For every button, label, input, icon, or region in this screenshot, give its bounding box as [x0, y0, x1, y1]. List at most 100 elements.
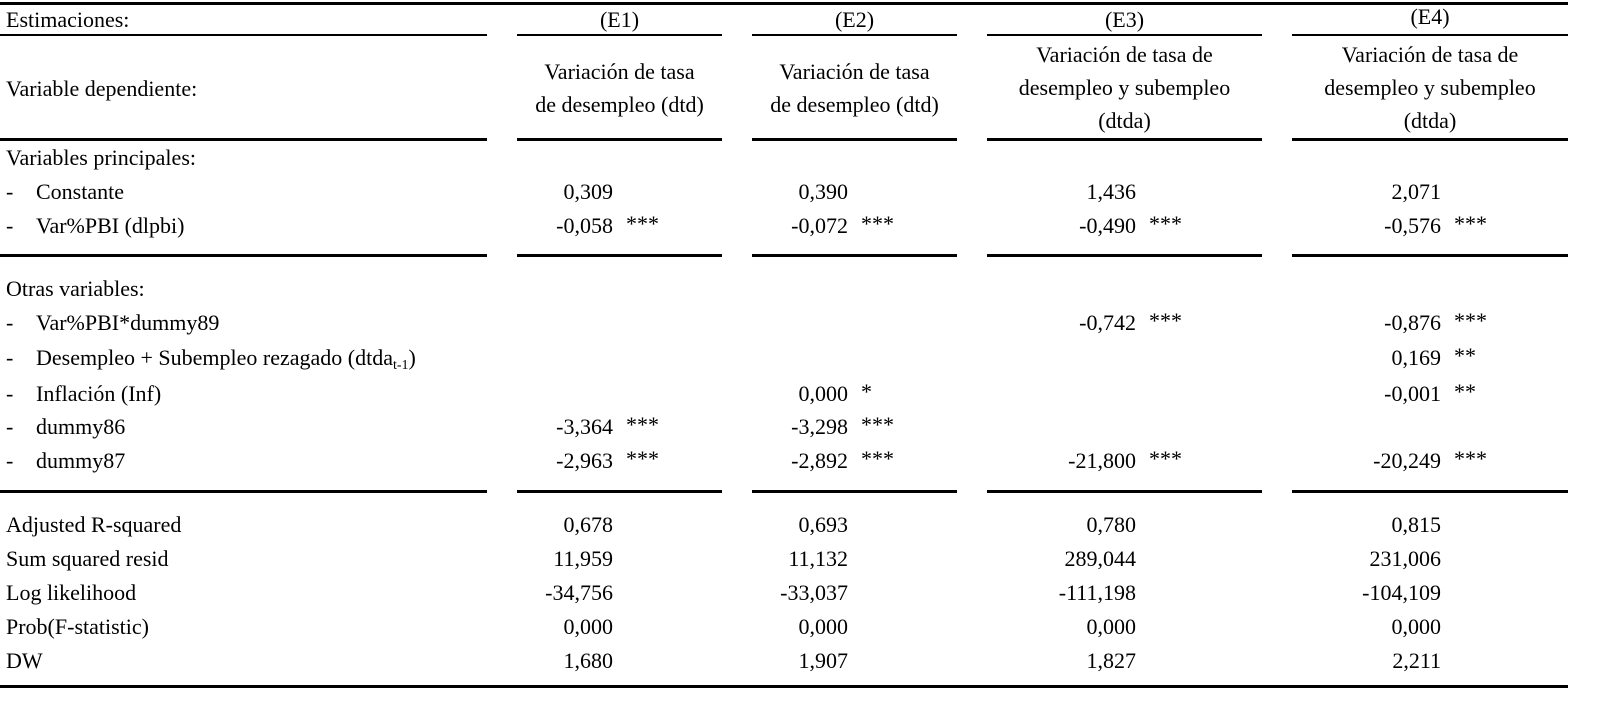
value-varpbi-e2: -0,072 — [791, 213, 848, 238]
row-dash: - — [6, 381, 14, 406]
value-dummy86-e2: -3,298 — [791, 414, 848, 439]
value-dummy87-e3: -21,800 — [1068, 448, 1136, 473]
dependent-e4-line1: Variación de tasa de — [1341, 42, 1519, 67]
estimaciones-label: Estimaciones: — [6, 7, 130, 32]
rule-dep-label — [0, 138, 487, 141]
stat-label-probf: Prob(F-statistic) — [6, 614, 149, 639]
dependent-e1-line2: de desempleo (dtd) — [535, 92, 704, 117]
value-varpbi-e1: -0,058 — [556, 213, 613, 238]
stars-varpbi-e1: *** — [626, 211, 659, 236]
value-inflacion-e4: -0,001 — [1384, 381, 1441, 406]
stat-ssr-e3: 289,044 — [1064, 546, 1137, 571]
dependent-e3-line1: Variación de tasa de — [1036, 42, 1213, 67]
stars-varpbi-dummy89-e4: *** — [1454, 308, 1487, 333]
stars-varpbi-e2: *** — [861, 211, 894, 236]
value-rezagado-e4: 0,169 — [1391, 345, 1442, 370]
stars-dummy86-e2: *** — [861, 412, 894, 437]
stars-inflacion-e2: * — [861, 379, 872, 404]
rule-other-label — [0, 490, 487, 493]
value-dummy86-e1: -3,364 — [556, 414, 613, 439]
rule-other-e3 — [987, 490, 1262, 493]
row-dash: - — [6, 448, 14, 473]
stat-label-ssr: Sum squared resid — [6, 546, 169, 571]
stat-label-adj-r2: Adjusted R-squared — [6, 512, 182, 537]
value-inflacion-e2: 0,000 — [798, 381, 849, 406]
rule-main-e3 — [987, 254, 1262, 257]
stat-ssr-e4: 231,006 — [1369, 546, 1442, 571]
column-header-e4: (E4) — [1410, 4, 1450, 29]
value-dummy87-e1: -2,963 — [556, 448, 613, 473]
rezagado-label-text: Desempleo + Subempleo rezagado (dtda — [36, 345, 393, 370]
dependent-e3-line3: (dtda) — [1098, 108, 1151, 133]
stat-label-loglik: Log likelihood — [6, 580, 137, 605]
row-dash: - — [6, 345, 14, 370]
stat-loglik-e1: -34,756 — [545, 580, 613, 605]
value-constante-e1: 0,309 — [563, 179, 614, 204]
stars-varpbi-e4: *** — [1454, 211, 1487, 236]
value-varpbi-dummy89-e4: -0,876 — [1384, 310, 1441, 335]
value-dummy87-e4: -20,249 — [1373, 448, 1441, 473]
stat-dw-e2: 1,907 — [798, 648, 849, 673]
rule-other-e2 — [752, 490, 957, 493]
rule-top — [0, 2, 1568, 5]
value-constante-e4: 2,071 — [1391, 179, 1442, 204]
row-label-rezagado: Desempleo + Subempleo rezagado (dtdat-1) — [36, 345, 416, 373]
row-dash: - — [6, 414, 14, 439]
stars-rezagado-e4: ** — [1454, 343, 1476, 368]
stat-probf-e2: 0,000 — [798, 614, 849, 639]
stat-probf-e1: 0,000 — [563, 614, 614, 639]
value-varpbi-e3: -0,490 — [1079, 213, 1136, 238]
stars-dummy87-e2: *** — [861, 446, 894, 471]
stat-adj-r2-e3: 0,780 — [1086, 512, 1137, 537]
stat-adj-r2-e4: 0,815 — [1391, 512, 1442, 537]
stars-dummy87-e3: *** — [1149, 446, 1182, 471]
stars-dummy86-e1: *** — [626, 412, 659, 437]
dependent-e4-line3: (dtda) — [1403, 108, 1457, 133]
row-dash: - — [6, 310, 14, 335]
row-label-dummy86: dummy86 — [36, 414, 126, 439]
row-label-inflacion: Inflación (Inf) — [36, 381, 162, 406]
rule-dep-e4 — [1292, 138, 1568, 141]
row-label-varpbi-dummy89: Var%PBI*dummy89 — [36, 310, 220, 335]
row-dash: - — [6, 213, 14, 238]
rule-dep-e1 — [517, 138, 722, 141]
column-header-e1: (E1) — [599, 7, 640, 32]
stars-dummy87-e1: *** — [626, 446, 659, 471]
rule-header-e3 — [987, 34, 1262, 36]
rezagado-label-end: ) — [408, 345, 416, 370]
row-label-dummy87: dummy87 — [36, 448, 126, 473]
row-label-varpbi: Var%PBI (dlpbi) — [36, 213, 185, 238]
rule-header-e4 — [1292, 34, 1568, 36]
stars-inflacion-e4: ** — [1454, 379, 1476, 404]
value-constante-e3: 1,436 — [1086, 179, 1137, 204]
stat-label-dw: DW — [6, 648, 43, 673]
stat-loglik-e3: -111,198 — [1058, 580, 1136, 605]
stat-ssr-e2: 11,132 — [788, 546, 848, 571]
stat-dw-e1: 1,680 — [563, 648, 614, 673]
stars-varpbi-dummy89-e3: *** — [1149, 308, 1182, 333]
rule-header-label — [0, 34, 487, 36]
stars-dummy87-e4: *** — [1454, 446, 1487, 471]
rezagado-label-subscript: t-1 — [392, 358, 409, 373]
section-label-otras: Otras variables: — [6, 276, 145, 301]
value-constante-e2: 0,390 — [798, 179, 849, 204]
stat-adj-r2-e2: 0,693 — [798, 512, 849, 537]
dependent-e3-line2: desempleo y subempleo — [1018, 75, 1231, 100]
dependent-e2-line1: Variación de tasa — [779, 59, 930, 84]
dependent-e4-line2: desempleo y subempleo — [1324, 75, 1536, 100]
stat-loglik-e4: -104,109 — [1362, 580, 1441, 605]
rule-main-e2 — [752, 254, 957, 257]
dependent-e1-line1: Variación de tasa — [544, 59, 695, 84]
rule-dep-e2 — [752, 138, 957, 141]
column-header-e2: (E2) — [834, 7, 875, 32]
stat-ssr-e1: 11,959 — [553, 546, 613, 571]
value-varpbi-e4: -0,576 — [1384, 213, 1441, 238]
stat-probf-e4: 0,000 — [1391, 614, 1442, 639]
rule-header-e2 — [752, 34, 957, 36]
stat-probf-e3: 0,000 — [1086, 614, 1137, 639]
rule-main-e1 — [517, 254, 722, 257]
column-header-e3: (E3) — [1104, 7, 1145, 32]
row-dash: - — [6, 179, 14, 204]
rule-header-e1 — [517, 34, 722, 36]
